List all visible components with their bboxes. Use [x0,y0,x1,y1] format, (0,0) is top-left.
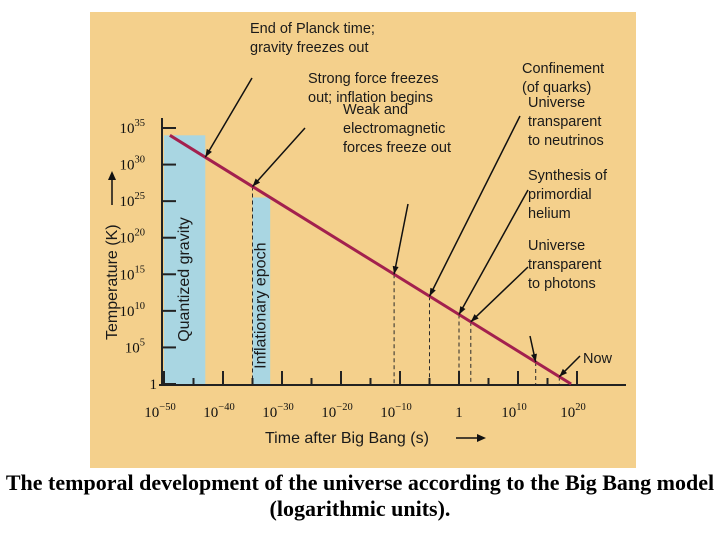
event-arrowhead [470,314,479,322]
y-tick-label: 1035 [120,118,146,137]
shaded-region [252,197,271,384]
y-tick-label: 1015 [120,264,146,283]
x-tick-label: 10−40 [203,402,234,421]
event-pointer [251,127,306,188]
event-label: End of Planck time; gravity freezes out [250,21,375,56]
temperature-series [169,134,572,386]
event-arrowhead [559,368,568,377]
figure-caption: The temporal development of the universe… [5,470,715,521]
x-axis-label: Time after Big Bang (s) [265,430,429,447]
region-label: Inflationary epoch [253,243,270,369]
event-arrowhead [531,353,537,363]
event-arrowhead [205,148,212,158]
event-pointer [470,266,529,323]
x-tick-label: 1010 [501,402,527,421]
y-axis-arrowhead [108,171,116,180]
y-tick-label: 105 [125,337,145,356]
event-pointer [204,77,253,158]
big-bang-chart: Quantized gravity Inflationary epoch End … [90,12,636,468]
x-tick-label: 10−50 [144,402,175,421]
event-label: Weak and electromagnetic forces freeze out [343,102,451,156]
y-tick-label: 1010 [120,301,146,320]
event-pointer [428,115,521,297]
shaded-regions: Quantized gravity Inflationary epoch [164,135,271,384]
region-label: Quantized gravity [176,217,193,342]
temperature-line [169,134,572,386]
y-axis-label: Temperature (K) [104,224,121,340]
x-axis-arrowhead [477,434,486,442]
x-tick-label: 1020 [560,402,586,421]
x-tick-label: 10−30 [262,402,293,421]
event-arrowhead [459,306,466,315]
y-tick-label: 1030 [120,155,146,174]
event-label: Confinement (of quarks) [522,61,604,96]
y-tick-label: 1020 [120,228,146,247]
event-arrowhead [252,178,261,187]
event-arrowhead [392,265,399,275]
y-tick-label: 1 [150,377,158,393]
x-tick-label: 10−20 [321,402,352,421]
x-tick-label: 10−10 [380,402,411,421]
event-label: Universe transparent to neutrinos [528,95,604,149]
y-tick-label: 1025 [120,191,146,210]
event-pointer [393,203,409,275]
event-annotations: End of Planck time; gravity freezes out St… [204,21,613,378]
event-label: Synthesis of primordial helium [528,168,608,222]
event-arrowhead [429,287,436,297]
event-label: Universe transparent to photons [528,238,601,292]
tick-labels: 10−50 10−40 10−30 10−20 10−10 1 1010 1020 1 105 10… [120,118,586,421]
axes [159,118,626,386]
axis-labels: Time after Big Bang (s) Temperature (K) [104,171,486,447]
shaded-region [164,135,206,384]
event-label: Now [583,351,613,367]
x-tick-label: 1 [455,405,463,421]
event-label: Strong force freezes out; inflation begin… [308,71,439,106]
event-pointer [458,189,529,315]
